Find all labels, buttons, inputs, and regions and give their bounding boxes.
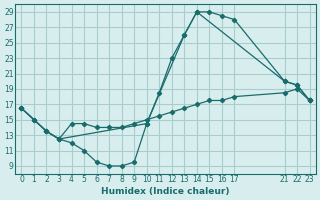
X-axis label: Humidex (Indice chaleur): Humidex (Indice chaleur): [101, 187, 230, 196]
